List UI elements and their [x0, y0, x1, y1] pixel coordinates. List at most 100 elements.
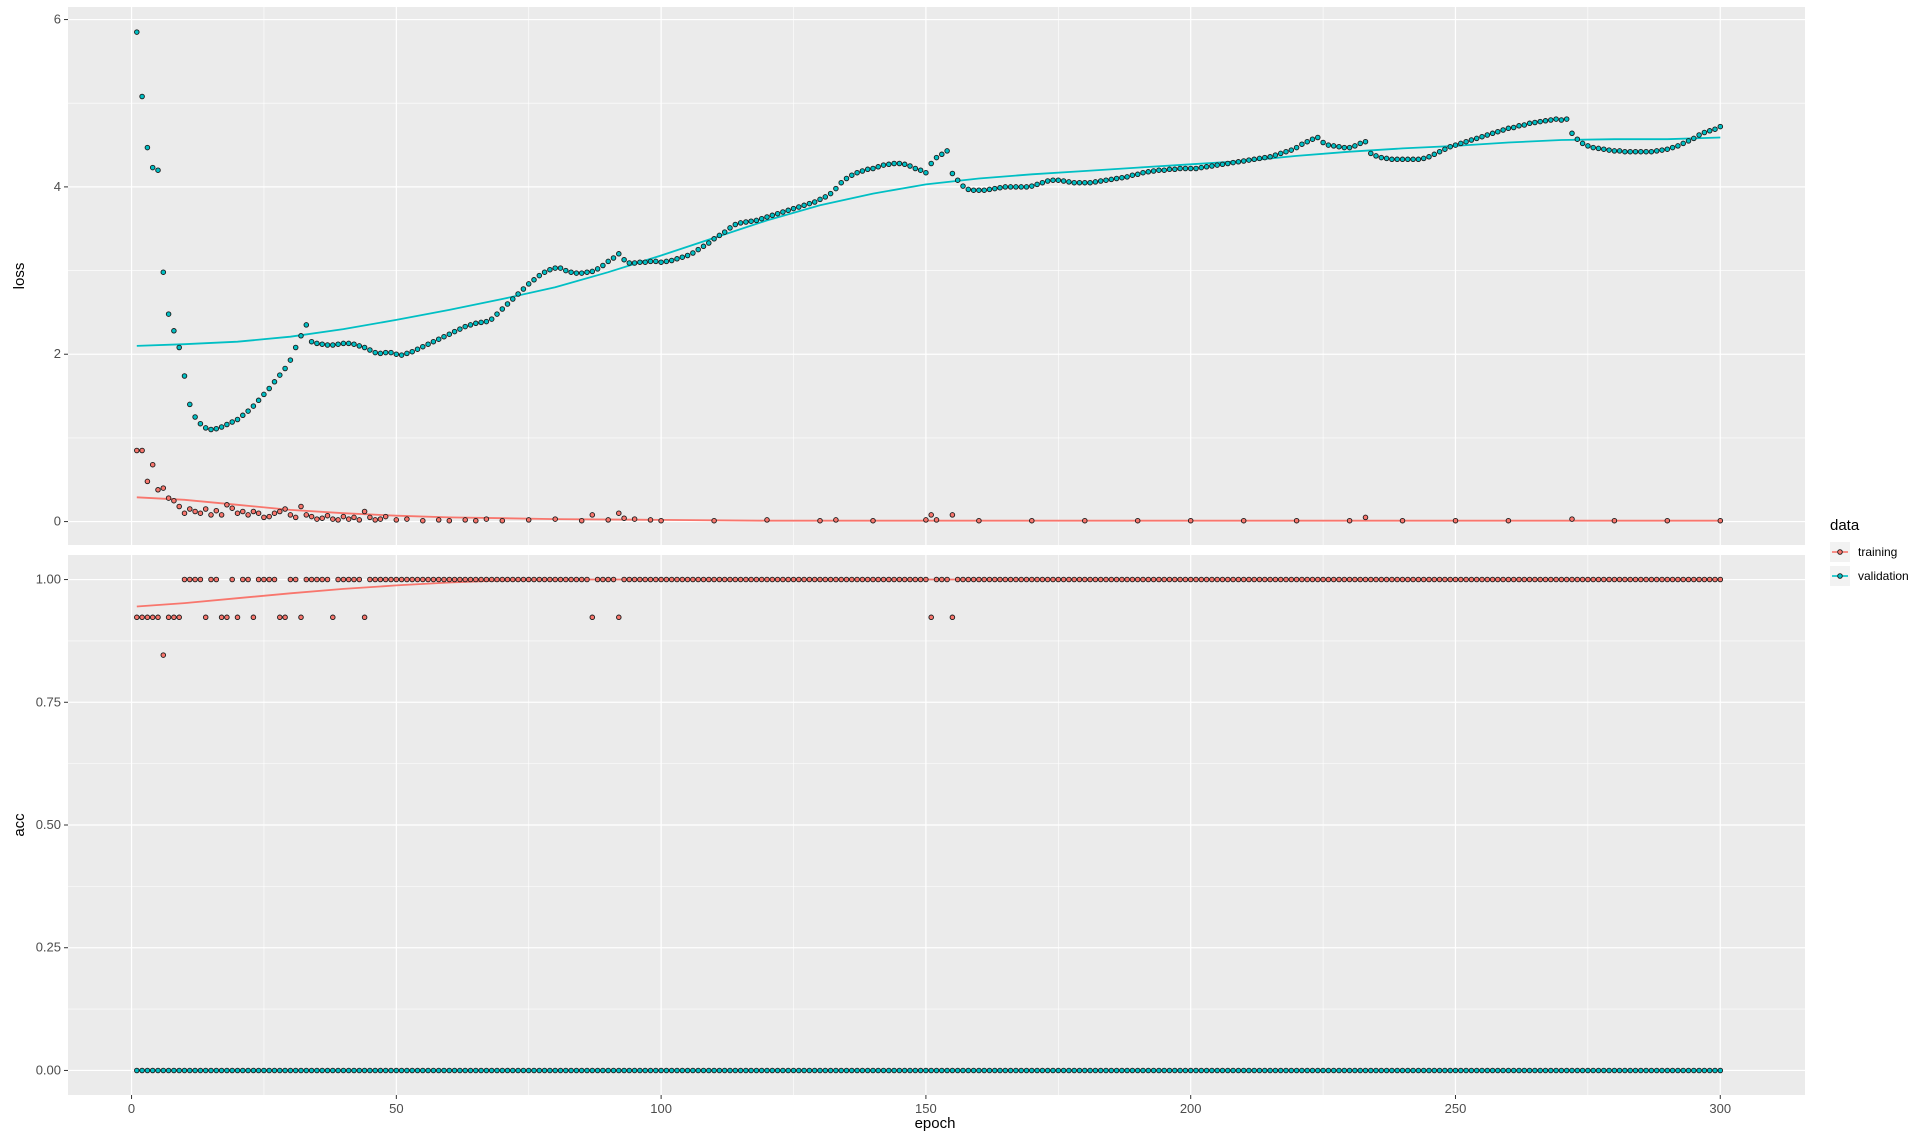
data-point-validation	[790, 205, 797, 212]
data-point-training	[896, 576, 903, 583]
data-point-training	[621, 515, 627, 521]
data-point-training	[446, 517, 453, 524]
data-point-validation	[1187, 1067, 1194, 1074]
data-point-training	[134, 447, 140, 454]
data-point-validation	[1304, 138, 1310, 145]
data-point-validation	[1034, 181, 1040, 188]
data-point-validation	[843, 175, 850, 182]
data-point-training	[430, 576, 437, 583]
data-point-training	[1124, 576, 1130, 583]
data-point-validation	[1277, 150, 1284, 157]
data-point-training	[1595, 576, 1602, 583]
data-point-validation	[663, 258, 670, 265]
data-point-validation	[473, 320, 479, 327]
data-point-training	[928, 614, 934, 621]
data-point-validation	[954, 177, 961, 183]
data-point-training	[525, 517, 532, 523]
data-point-validation	[1436, 1067, 1443, 1074]
data-point-validation	[1225, 160, 1231, 167]
data-point-training	[1346, 576, 1353, 583]
data-point-validation	[986, 1067, 993, 1074]
data-point-validation	[790, 1067, 797, 1074]
data-point-validation	[1256, 1067, 1263, 1074]
data-point-validation	[441, 333, 447, 340]
data-point-training	[1495, 576, 1501, 583]
y-tick-label: 6	[54, 12, 61, 27]
data-point-validation	[277, 372, 283, 378]
data-point-validation	[536, 272, 543, 279]
data-point-validation	[1034, 1067, 1040, 1074]
data-point-training	[1405, 576, 1411, 583]
data-point-training	[1240, 576, 1247, 583]
legend: data training validation	[1830, 517, 1909, 586]
data-point-validation	[1383, 1067, 1390, 1074]
data-point-validation	[1315, 134, 1321, 141]
data-point-training	[1415, 576, 1422, 583]
data-point-training	[261, 514, 267, 521]
panel-background	[68, 7, 1805, 545]
data-point-validation	[785, 1067, 791, 1074]
data-point-training	[372, 517, 378, 523]
data-point-validation	[335, 341, 341, 347]
data-point-training	[949, 614, 956, 621]
data-point-validation	[330, 1067, 336, 1074]
data-point-validation	[1182, 165, 1189, 172]
data-point-training	[155, 614, 161, 621]
data-point-validation	[1129, 172, 1136, 178]
data-point-validation	[1161, 1067, 1167, 1074]
y-tick-label: 4	[54, 179, 61, 194]
data-point-training	[504, 576, 511, 583]
data-point-training	[176, 614, 182, 621]
data-point-training	[446, 576, 453, 583]
data-point-validation	[896, 1067, 903, 1074]
data-point-validation	[891, 160, 897, 167]
data-point-validation	[817, 1067, 823, 1074]
data-point-validation	[849, 1067, 855, 1074]
data-point-training	[1182, 576, 1189, 583]
data-point-training	[393, 517, 400, 523]
data-point-validation	[1272, 1067, 1279, 1074]
data-point-training	[1119, 576, 1125, 583]
data-point-validation	[552, 265, 558, 271]
data-point-training	[578, 517, 585, 524]
data-point-validation	[287, 357, 294, 363]
data-point-validation	[1537, 118, 1543, 125]
data-point-validation	[690, 250, 696, 256]
data-point-training	[631, 576, 638, 583]
data-point-validation	[1420, 155, 1427, 162]
data-point-validation	[213, 425, 220, 432]
data-point-training	[234, 614, 241, 621]
data-point-training	[1267, 576, 1273, 583]
data-point-validation	[308, 1067, 315, 1074]
data-point-validation	[303, 322, 310, 328]
data-point-training	[1066, 576, 1072, 583]
data-point-training	[367, 514, 373, 521]
data-point-validation	[377, 1067, 384, 1074]
series-validation	[134, 29, 1724, 433]
data-point-validation	[1558, 117, 1565, 123]
data-point-validation	[224, 421, 230, 428]
data-point-validation	[1579, 140, 1586, 147]
data-point-training	[414, 576, 421, 583]
data-point-validation	[568, 269, 574, 275]
data-point-validation	[467, 1067, 474, 1074]
data-point-training	[271, 576, 278, 583]
data-point-training	[1087, 576, 1093, 583]
data-point-training	[1431, 576, 1438, 583]
data-point-validation	[721, 1067, 728, 1074]
data-point-training	[1230, 576, 1236, 583]
data-point-validation	[393, 1067, 400, 1074]
data-point-validation	[1039, 1067, 1046, 1074]
data-point-training	[192, 576, 198, 583]
data-point-validation	[700, 243, 707, 250]
data-point-training	[1616, 576, 1623, 583]
data-point-validation	[1653, 1067, 1660, 1074]
data-point-training	[277, 508, 283, 515]
data-point-validation	[764, 214, 770, 220]
data-point-training	[1097, 576, 1104, 583]
data-point-validation	[1330, 143, 1337, 149]
data-point-training	[1055, 576, 1062, 583]
data-point-training	[531, 576, 537, 583]
data-point-validation	[1262, 1067, 1268, 1074]
data-point-validation	[1002, 1067, 1009, 1074]
